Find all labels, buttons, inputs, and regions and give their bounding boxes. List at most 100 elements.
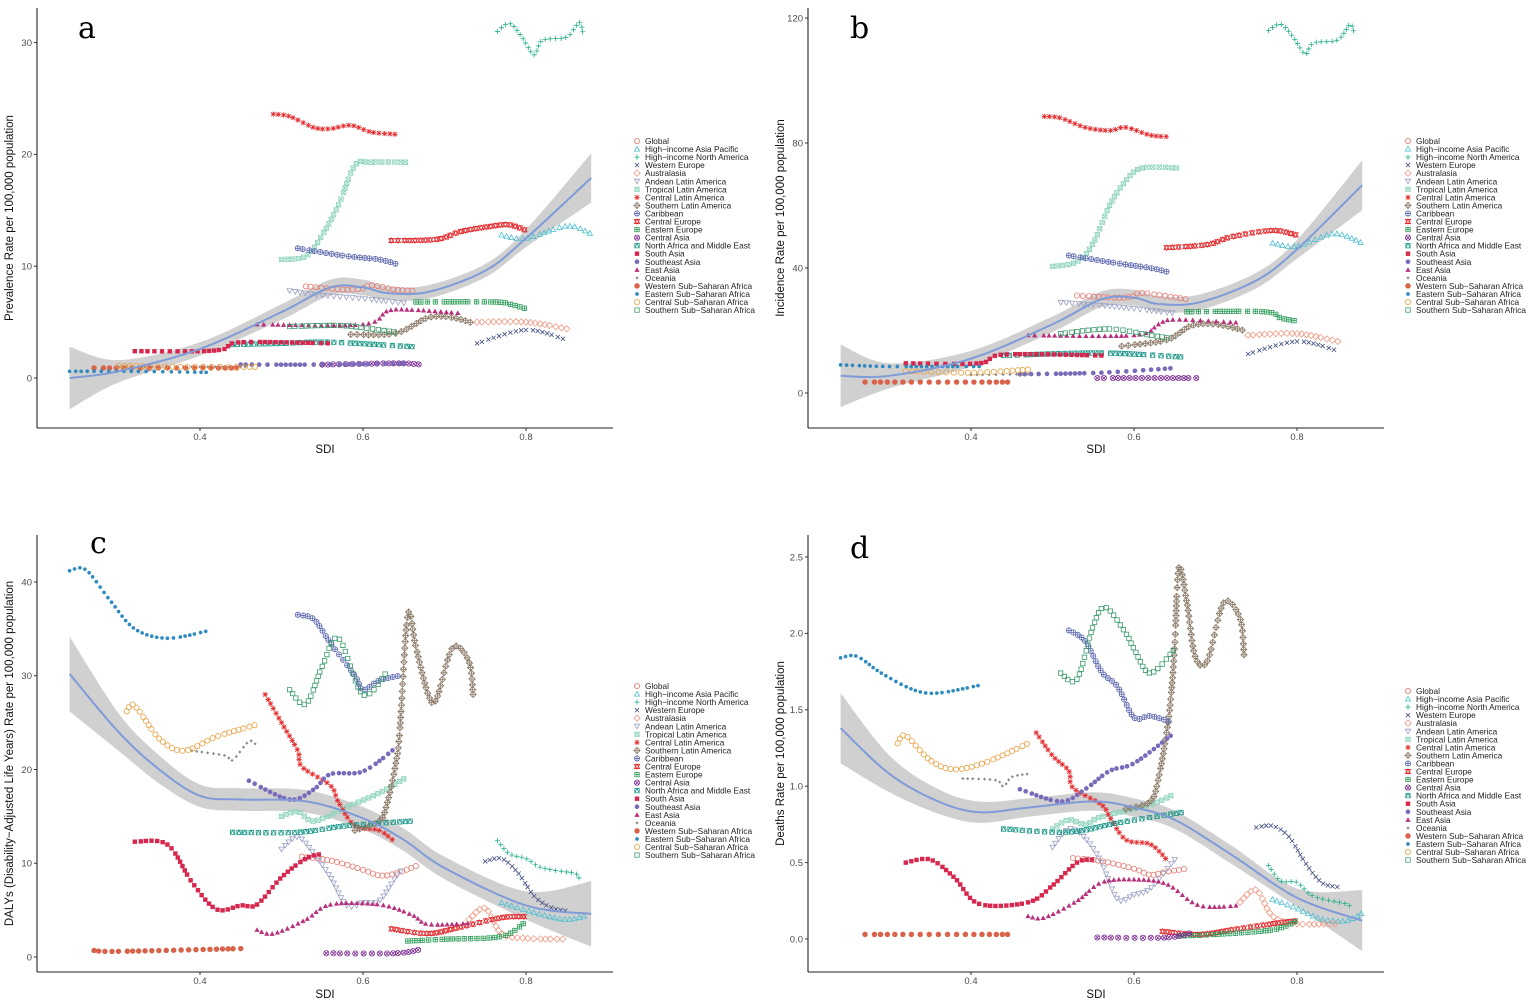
marker-wssa <box>993 931 1000 938</box>
legend-item-oceania: Oceania <box>635 818 676 828</box>
marker-seasia <box>325 772 331 778</box>
marker-southernlatam <box>1200 661 1209 669</box>
legend-symbol-wssa <box>1405 283 1411 289</box>
marker-centraleurope <box>482 917 490 925</box>
marker-southernlatam <box>1150 792 1158 801</box>
marker-centralasia <box>410 948 417 955</box>
marker-wssa <box>871 931 878 938</box>
marker-centraleurope <box>502 221 509 228</box>
marker-tropical <box>1163 164 1169 171</box>
marker-southernlatam <box>408 619 416 628</box>
marker-tropical <box>1164 795 1170 801</box>
marker-andean <box>1086 841 1094 848</box>
marker-wssa <box>877 931 884 938</box>
marker-andean <box>1080 301 1088 308</box>
marker-hina <box>514 853 520 859</box>
legend-label: Western Europe <box>645 160 705 170</box>
marker-southasia <box>177 859 183 864</box>
marker-southernlatam <box>461 317 470 325</box>
marker-essa <box>178 635 183 639</box>
marker-eastasia <box>1079 894 1085 900</box>
marker-hina <box>1334 37 1340 43</box>
marker-southasia <box>132 839 138 844</box>
marker-seasia <box>336 770 342 776</box>
marker-centrallatam <box>289 737 295 743</box>
legend-item-sssa: Southern Sub−Saharan Africa <box>634 850 755 860</box>
marker-name <box>397 818 403 825</box>
legend-label: Global <box>1416 136 1440 146</box>
marker-eastasia <box>465 920 471 926</box>
legend-label: Caribbean <box>1416 208 1455 218</box>
marker-centraleurope <box>1235 231 1243 239</box>
marker-centrallatam <box>291 741 298 748</box>
legend-label: Eastern Europe <box>645 770 703 780</box>
marker-southasia <box>180 863 185 869</box>
legend-item-global: Global <box>1405 686 1440 696</box>
marker-seasia <box>330 771 336 776</box>
marker-southernlatam <box>1173 576 1182 584</box>
legend-symbol-hiap <box>1404 695 1412 702</box>
marker-southernlatam <box>402 621 411 629</box>
marker-centraleurope <box>437 928 445 936</box>
marker-hiap <box>1299 907 1307 914</box>
marker-tropical <box>1114 190 1120 196</box>
marker-andean <box>1143 307 1151 314</box>
marker-southernlatam <box>398 687 406 695</box>
marker-we <box>1310 870 1315 876</box>
marker-seasia <box>365 361 371 367</box>
marker-global <box>1144 290 1151 297</box>
marker-eastasia <box>1211 904 1218 910</box>
marker-centraleurope <box>410 929 418 936</box>
legend-symbol-hina <box>634 699 640 705</box>
marker-sssa <box>1133 329 1139 335</box>
x-axis-title: SDI <box>1086 444 1105 456</box>
marker-essa <box>83 567 87 571</box>
legend-symbol-andean <box>633 178 641 185</box>
marker-hiap <box>503 900 511 907</box>
marker-cssa <box>145 722 152 729</box>
marker-seasia <box>1114 766 1119 771</box>
series-centralasia <box>1094 930 1193 941</box>
marker-australasia <box>546 935 554 943</box>
marker-tropical <box>1092 237 1098 243</box>
marker-cssa <box>999 752 1006 759</box>
marker-southasia <box>1039 352 1045 357</box>
marker-seasia <box>1017 786 1023 792</box>
marker-easterneurope <box>517 304 523 310</box>
marker-southasia <box>310 340 315 346</box>
series-centrallatam <box>1033 730 1169 862</box>
marker-sssa <box>1120 627 1126 633</box>
series-easterneurope <box>405 921 526 944</box>
marker-essa <box>960 687 965 691</box>
marker-tropical <box>1134 166 1141 173</box>
marker-we <box>505 860 511 865</box>
marker-name <box>1107 350 1114 356</box>
marker-centrallatam <box>351 123 357 129</box>
marker-eastasia <box>386 903 392 909</box>
marker-southernlatam <box>1152 787 1160 795</box>
marker-sssa <box>315 673 321 679</box>
legend-symbol-centralasia <box>634 779 641 786</box>
marker-centralasia <box>330 950 337 957</box>
marker-hiap <box>1269 239 1276 246</box>
marker-tropical <box>340 189 347 196</box>
marker-caribbean <box>387 259 394 266</box>
legend-label: Andean Latin America <box>1416 176 1498 186</box>
marker-centrallatam <box>1057 115 1063 121</box>
marker-sssa <box>1126 328 1133 334</box>
marker-centralasia <box>1100 375 1107 381</box>
marker-we <box>502 331 508 337</box>
marker-sssa <box>1085 327 1091 333</box>
marker-centrallatam <box>342 810 348 817</box>
marker-wssa <box>230 946 236 952</box>
marker-caribbean <box>1097 667 1104 674</box>
marker-andean <box>340 899 347 906</box>
marker-southernlatam <box>1171 638 1179 646</box>
legend-item-centralasia: Central Asia <box>1405 783 1461 793</box>
y-axis-title: Incidence Rate per 100,000 population <box>775 119 787 317</box>
marker-sssa <box>1074 328 1080 335</box>
marker-easterneurope <box>1203 932 1209 938</box>
marker-easterneurope <box>405 938 411 944</box>
marker-centrallatam <box>1116 829 1122 836</box>
marker-southasia <box>165 842 170 847</box>
